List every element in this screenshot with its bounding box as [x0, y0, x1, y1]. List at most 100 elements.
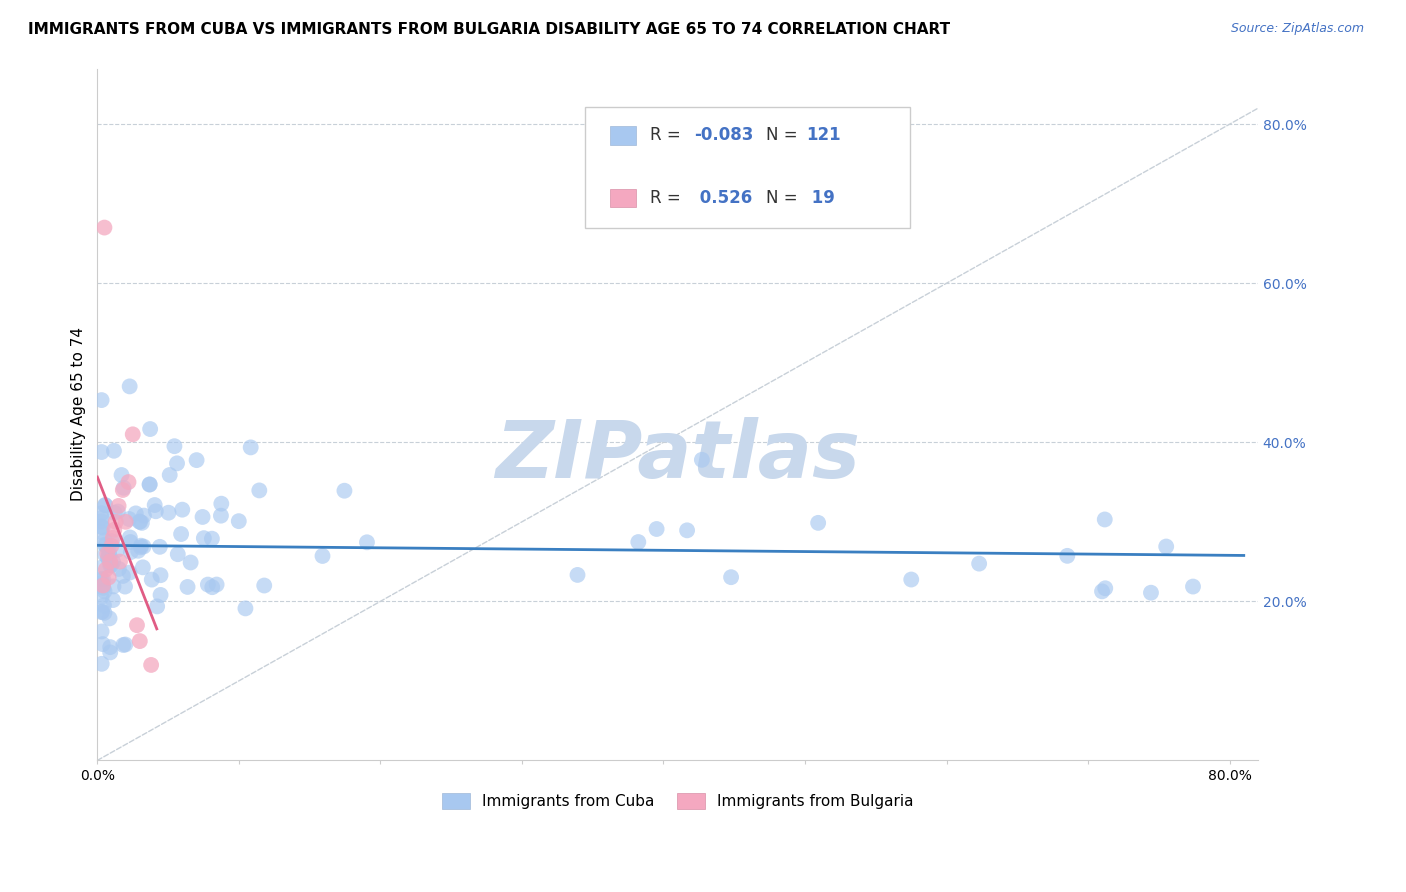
Point: [103, 443, 125, 458]
Point: [125, 618, 148, 632]
Point: [104, 515, 127, 529]
Point: [127, 543, 149, 558]
Point: [94, 498, 117, 512]
Point: [967, 557, 990, 571]
Point: [118, 512, 141, 526]
Point: [93, 220, 115, 235]
Text: N =: N =: [766, 127, 803, 145]
Text: R =: R =: [650, 189, 686, 207]
Point: [90, 590, 112, 604]
Point: [166, 456, 188, 470]
Point: [91, 605, 114, 619]
Point: [121, 427, 143, 442]
Point: [103, 523, 125, 537]
Point: [90, 605, 112, 619]
Point: [105, 542, 128, 557]
Point: [93, 538, 115, 552]
Point: [108, 562, 131, 576]
Point: [98, 555, 121, 569]
Point: [201, 580, 224, 594]
Point: [209, 508, 232, 523]
Point: [253, 578, 276, 592]
Point: [114, 515, 136, 529]
Point: [141, 573, 163, 587]
Point: [117, 475, 139, 489]
Point: [720, 570, 742, 584]
Point: [172, 502, 194, 516]
Point: [139, 657, 162, 672]
Point: [114, 580, 136, 594]
Text: 19: 19: [807, 189, 835, 207]
Point: [118, 566, 141, 580]
Point: [157, 506, 180, 520]
Point: [98, 645, 121, 659]
Point: [90, 525, 112, 540]
Point: [1154, 540, 1177, 554]
Point: [90, 506, 112, 520]
FancyBboxPatch shape: [610, 127, 636, 145]
Point: [900, 573, 922, 587]
Point: [90, 519, 112, 533]
FancyBboxPatch shape: [610, 188, 636, 207]
Point: [100, 558, 122, 573]
Point: [100, 539, 122, 553]
Point: [129, 515, 152, 529]
Point: [107, 504, 129, 518]
Point: [90, 393, 112, 408]
Point: [149, 588, 172, 602]
Point: [97, 570, 120, 584]
Point: [98, 549, 121, 563]
Text: -0.083: -0.083: [695, 127, 754, 145]
Legend: Immigrants from Cuba, Immigrants from Bulgaria: Immigrants from Cuba, Immigrants from Bu…: [436, 787, 920, 815]
Point: [163, 439, 186, 453]
Point: [247, 483, 270, 498]
Point: [101, 555, 124, 569]
Point: [91, 578, 114, 592]
Point: [112, 481, 135, 495]
Point: [93, 599, 115, 613]
Point: [111, 569, 134, 583]
Point: [94, 548, 117, 562]
Point: [103, 579, 125, 593]
Point: [98, 546, 121, 560]
Point: [100, 534, 122, 549]
Point: [176, 580, 198, 594]
Point: [93, 573, 115, 587]
Point: [90, 445, 112, 459]
Point: [138, 477, 160, 491]
Text: Source: ZipAtlas.com: Source: ZipAtlas.com: [1230, 22, 1364, 36]
Point: [101, 531, 124, 545]
Point: [98, 611, 121, 625]
Point: [90, 560, 112, 574]
Point: [93, 584, 115, 599]
Point: [100, 557, 122, 571]
Point: [145, 504, 167, 518]
Point: [104, 506, 127, 520]
Point: [627, 535, 650, 549]
Point: [228, 514, 250, 528]
Point: [146, 599, 169, 614]
Point: [94, 499, 117, 513]
Point: [129, 539, 152, 553]
Point: [239, 441, 262, 455]
Point: [114, 638, 136, 652]
Point: [1056, 549, 1078, 563]
Point: [143, 498, 166, 512]
Point: [90, 624, 112, 639]
Point: [118, 379, 141, 393]
Point: [90, 657, 112, 671]
Point: [101, 593, 124, 607]
Point: [1091, 584, 1114, 599]
Point: [1094, 581, 1116, 595]
Point: [110, 468, 132, 483]
Point: [90, 514, 112, 528]
Point: [807, 516, 830, 530]
Point: [120, 545, 142, 559]
Text: R =: R =: [650, 127, 686, 145]
Point: [90, 511, 112, 525]
Point: [132, 508, 155, 523]
Point: [159, 468, 181, 483]
Point: [1182, 580, 1205, 594]
Point: [128, 634, 150, 648]
Point: [96, 547, 118, 561]
